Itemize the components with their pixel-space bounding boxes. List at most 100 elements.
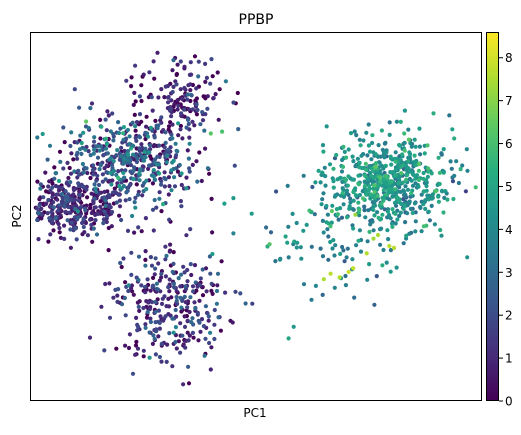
data-point — [95, 155, 101, 160]
data-point — [116, 287, 121, 292]
data-point — [328, 271, 333, 276]
data-point — [421, 202, 426, 207]
data-point — [387, 186, 392, 191]
data-point — [83, 208, 88, 213]
data-point — [201, 324, 206, 329]
data-point — [131, 292, 136, 297]
data-point — [77, 147, 83, 152]
data-point — [72, 169, 77, 174]
data-point — [430, 192, 435, 197]
data-point — [75, 140, 80, 145]
data-point — [118, 260, 123, 266]
data-point — [212, 307, 217, 313]
data-point — [174, 294, 179, 300]
data-point — [171, 285, 177, 290]
data-point — [156, 308, 161, 313]
data-point — [137, 299, 142, 304]
data-point — [170, 122, 175, 127]
data-point — [147, 306, 152, 312]
data-point — [132, 112, 137, 117]
data-point — [176, 121, 181, 126]
data-point — [130, 152, 136, 157]
data-point — [438, 227, 443, 233]
data-point — [60, 196, 65, 201]
data-point — [250, 301, 255, 306]
data-point — [387, 132, 392, 137]
data-point — [35, 217, 40, 223]
colorbar-ticks: 0 1 2 3 4 5 6 7 8 — [499, 51, 513, 409]
data-point — [98, 204, 103, 209]
data-point — [119, 217, 124, 223]
data-point — [137, 308, 142, 313]
data-point — [378, 169, 383, 174]
data-point — [267, 242, 272, 247]
data-point — [200, 118, 206, 123]
data-point — [390, 190, 395, 195]
data-point — [326, 221, 331, 226]
data-point — [166, 296, 171, 301]
data-point — [134, 138, 139, 143]
data-point — [363, 215, 368, 220]
data-point — [100, 172, 105, 177]
data-point — [159, 115, 164, 120]
data-point — [378, 175, 383, 180]
data-point — [175, 97, 180, 103]
data-point — [87, 335, 93, 340]
data-point — [178, 295, 183, 300]
data-point — [196, 338, 201, 343]
data-point — [144, 114, 149, 119]
data-point — [140, 164, 145, 169]
data-point — [187, 309, 192, 315]
data-point — [410, 183, 416, 188]
data-point — [187, 72, 192, 77]
data-point — [369, 157, 374, 162]
data-point — [102, 209, 107, 214]
data-point — [127, 141, 132, 147]
data-point — [449, 166, 454, 171]
data-point — [333, 193, 338, 198]
data-point — [108, 205, 113, 210]
data-point — [451, 196, 456, 202]
data-point — [358, 143, 363, 148]
data-point — [356, 182, 361, 187]
data-point — [92, 147, 97, 152]
data-point — [152, 76, 157, 81]
data-point — [181, 264, 186, 269]
data-point — [344, 155, 349, 160]
data-point — [143, 290, 148, 295]
data-point — [416, 177, 422, 183]
data-point — [411, 173, 416, 178]
data-point — [351, 159, 356, 164]
data-point — [356, 200, 361, 205]
data-point — [332, 156, 338, 161]
data-point — [397, 142, 402, 148]
data-point — [159, 87, 164, 92]
data-point — [141, 305, 146, 311]
data-point — [66, 175, 71, 181]
data-point — [187, 169, 192, 174]
data-point — [320, 170, 325, 175]
data-point — [190, 316, 195, 321]
data-point — [180, 333, 185, 338]
data-point — [399, 171, 404, 176]
data-point — [364, 130, 369, 135]
data-point — [190, 330, 195, 335]
data-point — [299, 256, 304, 261]
data-point — [76, 198, 81, 203]
data-point — [189, 272, 194, 278]
data-point — [350, 154, 355, 159]
data-point — [111, 168, 117, 174]
data-point — [335, 212, 340, 217]
data-point — [346, 147, 351, 152]
data-point — [91, 226, 96, 231]
data-point — [184, 233, 189, 238]
data-point — [139, 98, 144, 104]
data-point — [406, 155, 411, 160]
data-point — [232, 163, 237, 168]
data-point — [68, 245, 73, 250]
data-point — [38, 182, 43, 187]
data-point — [402, 140, 407, 145]
data-point — [195, 107, 200, 113]
data-point — [162, 145, 167, 150]
data-point — [421, 170, 426, 176]
